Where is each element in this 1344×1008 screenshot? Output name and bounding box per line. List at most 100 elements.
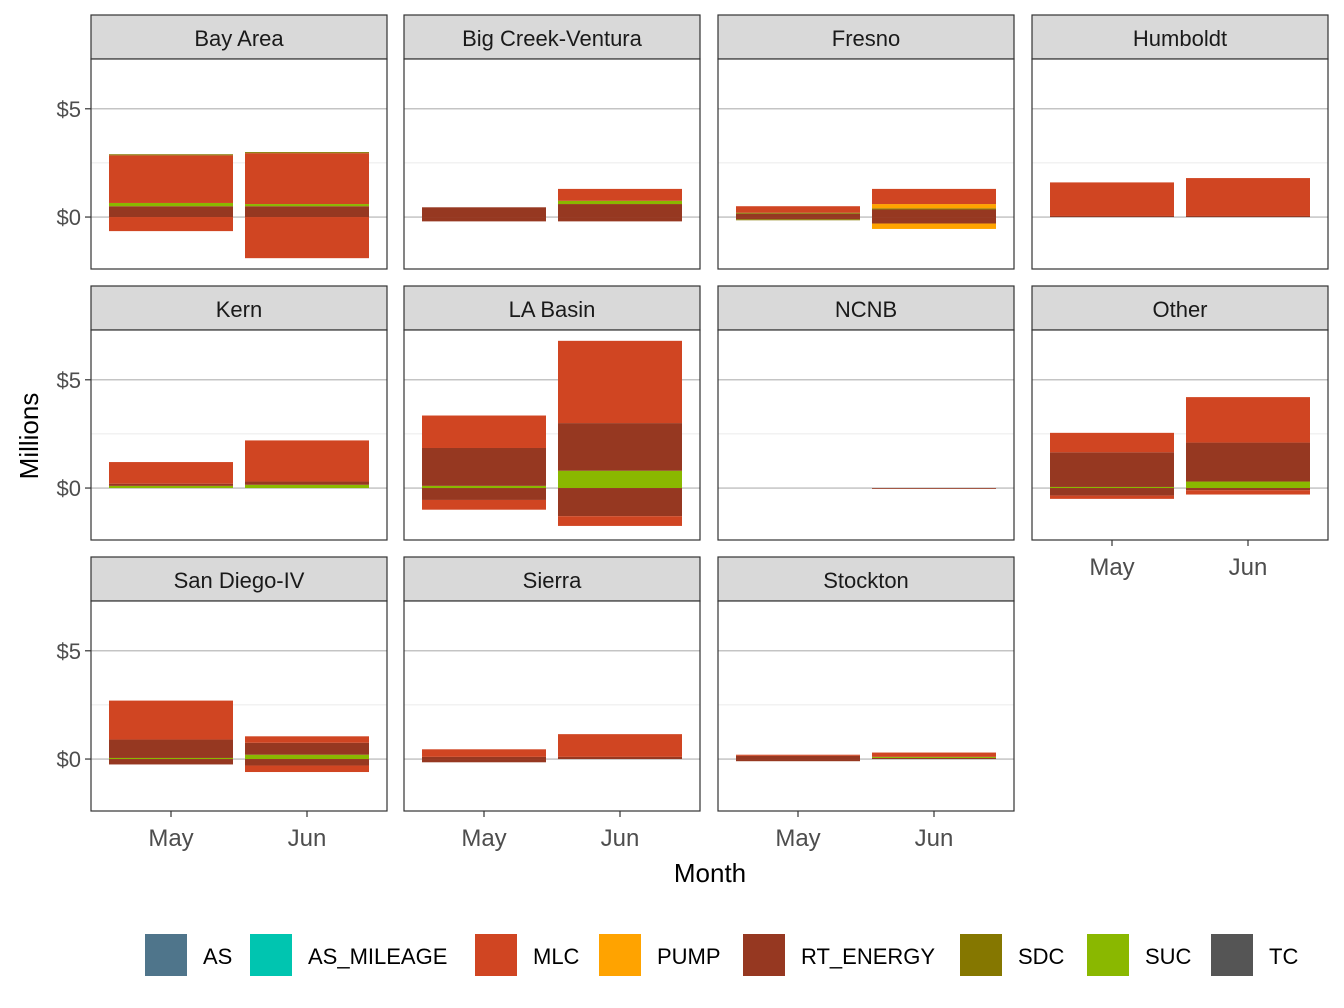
bar-segment — [736, 206, 860, 213]
legend-item: RT_ENERGY — [743, 934, 935, 976]
legend-swatch — [475, 934, 517, 976]
bar-segment — [422, 749, 546, 757]
bar-segment — [736, 759, 860, 762]
bar-segment — [872, 752, 996, 757]
bar-segment — [422, 447, 546, 486]
panel-background — [718, 330, 1014, 540]
bar-segment — [736, 213, 860, 218]
facet-la-basin: LA Basin — [403, 285, 701, 541]
facet-title: Fresno — [832, 26, 900, 51]
x-tick-label: Jun — [915, 825, 954, 852]
bar-segment — [109, 155, 233, 203]
facet-title: Humboldt — [1133, 26, 1227, 51]
facet-humboldt: Humboldt — [1031, 14, 1329, 270]
legend-swatch — [960, 934, 1002, 976]
bar-segment — [1050, 432, 1174, 453]
bar-segment — [872, 217, 996, 224]
bar-segment — [109, 759, 233, 765]
bar-segment — [109, 700, 233, 740]
bar-segment — [245, 765, 369, 773]
bar-segment — [1050, 182, 1174, 216]
bar-segment — [872, 208, 996, 210]
panel-background — [404, 601, 700, 811]
legend-item: MLC — [475, 934, 580, 976]
bar-segment — [245, 481, 369, 485]
bar-segment — [736, 212, 860, 214]
bar-segment — [422, 499, 546, 510]
bar-segment — [109, 202, 233, 207]
bar-segment — [109, 485, 233, 489]
bar-segment — [872, 757, 996, 760]
y-tick-label: $0 — [57, 747, 81, 772]
facet-bay-area: Bay Area $0 $5 — [57, 14, 388, 270]
bar-segment — [245, 736, 369, 743]
bar-segment — [245, 152, 369, 154]
legend-label: PUMP — [657, 944, 721, 969]
legend-swatch — [1211, 934, 1253, 976]
bar-segment — [245, 217, 369, 259]
bar-segment — [736, 217, 860, 220]
facet-strip — [90, 14, 388, 60]
bar-segment — [245, 153, 369, 205]
facet-strip — [90, 556, 388, 602]
legend-item: AS — [145, 934, 232, 976]
bar-segment — [422, 485, 546, 489]
facet-sierra: Sierra May Jun — [403, 556, 701, 852]
y-tick-label: $5 — [57, 368, 81, 393]
x-axis-title: Month — [674, 858, 746, 888]
bar-segment — [245, 484, 369, 489]
facet-strip — [403, 556, 701, 602]
facet-title: Kern — [216, 297, 262, 322]
bar-segment — [872, 488, 996, 489]
facet-strip — [717, 556, 1015, 602]
bar-segment — [245, 206, 369, 218]
x-tick-label: May — [1089, 554, 1134, 581]
bar-segment — [736, 219, 860, 221]
panel-border — [1031, 58, 1329, 270]
facet-title: Big Creek-Ventura — [462, 26, 643, 51]
bar-segment — [558, 188, 682, 201]
bar-segment — [736, 755, 860, 760]
bar-segment — [109, 217, 233, 232]
facet-stockton: Stockton May Jun — [717, 556, 1015, 852]
bar-segment — [1050, 452, 1174, 487]
legend-swatch — [599, 934, 641, 976]
bar-segment — [1050, 486, 1174, 489]
legend-label: SDC — [1018, 944, 1065, 969]
facet-strip — [403, 14, 701, 60]
panel-border — [717, 600, 1015, 812]
bar-segment — [1050, 495, 1174, 499]
legend-item: PUMP — [599, 934, 721, 976]
bar-segment — [558, 217, 682, 222]
facet-fresno: Fresno — [717, 14, 1015, 270]
x-tick-label: May — [148, 825, 193, 852]
bar-segment — [109, 206, 233, 218]
facet-title: Stockton — [823, 568, 909, 593]
facet-strip — [717, 14, 1015, 60]
panel-border — [403, 58, 701, 270]
legend-label: AS — [203, 944, 232, 969]
legend-swatch — [743, 934, 785, 976]
x-tick-label: Jun — [288, 825, 327, 852]
x-tick-label: May — [461, 825, 506, 852]
legend-label: AS_MILEAGE — [308, 944, 447, 969]
facet-san-diego-iv: San Diego-IV $0 $5 May Jun — [57, 556, 388, 852]
bar-segment — [245, 440, 369, 482]
y-tick-label: $0 — [57, 476, 81, 501]
facet-title: LA Basin — [509, 297, 596, 322]
facet-title: NCNB — [835, 297, 897, 322]
facet-title: Other — [1152, 297, 1207, 322]
legend-item: SUC — [1087, 934, 1192, 976]
panel-border — [403, 600, 701, 812]
bar-segment — [558, 734, 682, 757]
bar-segment — [422, 488, 546, 500]
facet-strip — [717, 285, 1015, 331]
bar-segment — [872, 204, 996, 209]
y-axis-title: Millions — [14, 393, 44, 480]
bar-segment — [422, 207, 546, 218]
bar-segment — [872, 223, 996, 229]
panel-border — [717, 58, 1015, 270]
bar-segment — [558, 756, 682, 760]
panel-background — [718, 601, 1014, 811]
panel-background — [91, 330, 387, 540]
